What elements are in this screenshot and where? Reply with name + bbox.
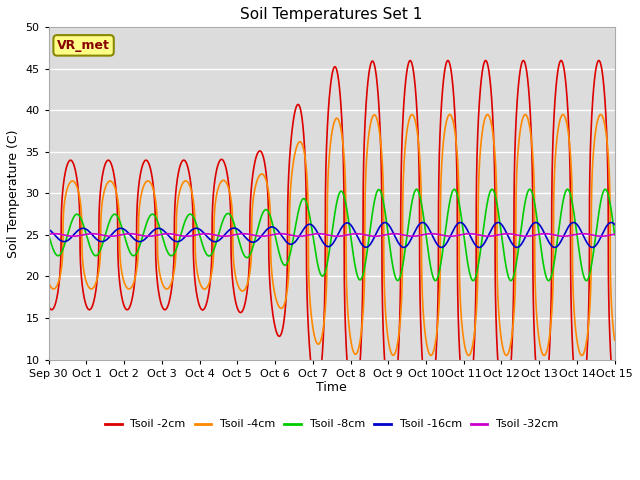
Tsoil -32cm <box>51 231 58 237</box>
Line: Tsoil -4cm: Tsoil -4cm <box>49 115 614 355</box>
Tsoil -16cm <box>166 234 173 240</box>
Legend: Tsoil -2cm, Tsoil -4cm, Tsoil -8cm, Tsoil -16cm, Tsoil -32cm: Tsoil -2cm, Tsoil -4cm, Tsoil -8cm, Tsoi… <box>100 415 563 434</box>
Tsoil -32cm <box>203 231 211 237</box>
Tsoil -16cm <box>611 221 618 227</box>
Tsoil -2cm <box>557 58 564 63</box>
Tsoil -16cm <box>513 244 521 250</box>
Tsoil -16cm <box>203 233 211 239</box>
Tsoil -8cm <box>45 232 52 238</box>
Tsoil -4cm <box>397 310 404 316</box>
Tsoil -4cm <box>557 114 564 120</box>
Line: Tsoil -16cm: Tsoil -16cm <box>49 223 614 247</box>
Tsoil -8cm <box>397 272 404 277</box>
Line: Tsoil -32cm: Tsoil -32cm <box>49 234 614 236</box>
Tsoil -32cm <box>166 231 174 237</box>
Tsoil -4cm <box>611 337 618 343</box>
Tsoil -32cm <box>45 231 52 237</box>
Tsoil -16cm <box>607 220 615 226</box>
Tsoil -2cm <box>576 407 584 412</box>
Y-axis label: Soil Temperature (C): Soil Temperature (C) <box>7 129 20 258</box>
Tsoil -2cm <box>611 397 618 403</box>
Line: Tsoil -8cm: Tsoil -8cm <box>49 189 614 281</box>
Title: Soil Temperatures Set 1: Soil Temperatures Set 1 <box>241 7 423 22</box>
X-axis label: Time: Time <box>316 382 347 395</box>
Tsoil -16cm <box>611 222 618 228</box>
Tsoil -4cm <box>166 283 173 289</box>
Tsoil -8cm <box>203 252 211 257</box>
Tsoil -32cm <box>611 231 618 237</box>
Tsoil -4cm <box>597 112 605 118</box>
Tsoil -32cm <box>557 233 565 239</box>
Text: VR_met: VR_met <box>57 39 110 52</box>
Tsoil -4cm <box>387 349 395 355</box>
Tsoil -2cm <box>397 204 404 209</box>
Tsoil -8cm <box>602 186 609 192</box>
Tsoil -32cm <box>611 231 618 237</box>
Tsoil -2cm <box>45 303 52 309</box>
Tsoil -16cm <box>397 243 404 249</box>
Tsoil -32cm <box>387 231 395 237</box>
Tsoil -2cm <box>387 406 395 412</box>
Tsoil -4cm <box>203 285 211 291</box>
Tsoil -2cm <box>611 396 618 402</box>
Tsoil -4cm <box>578 352 586 358</box>
Tsoil -16cm <box>557 238 565 244</box>
Tsoil -2cm <box>595 58 603 63</box>
Tsoil -32cm <box>397 231 404 237</box>
Tsoil -32cm <box>598 233 605 239</box>
Tsoil -16cm <box>387 226 395 231</box>
Tsoil -4cm <box>611 336 618 342</box>
Tsoil -16cm <box>45 227 52 232</box>
Tsoil -8cm <box>582 278 590 284</box>
Tsoil -8cm <box>166 252 173 258</box>
Tsoil -8cm <box>557 211 564 217</box>
Tsoil -2cm <box>166 296 173 301</box>
Tsoil -8cm <box>387 251 395 257</box>
Tsoil -8cm <box>611 231 618 237</box>
Line: Tsoil -2cm: Tsoil -2cm <box>49 60 614 409</box>
Tsoil -8cm <box>611 232 618 238</box>
Tsoil -4cm <box>45 279 52 285</box>
Tsoil -2cm <box>203 300 211 306</box>
